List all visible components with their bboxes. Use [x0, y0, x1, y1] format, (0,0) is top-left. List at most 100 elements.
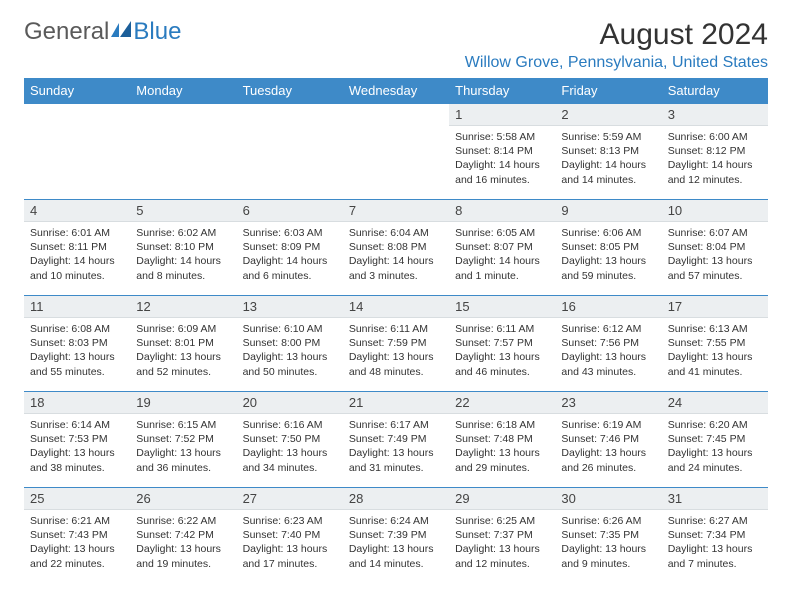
- day-details: Sunrise: 6:07 AMSunset: 8:04 PMDaylight:…: [662, 222, 768, 287]
- day-number: 8: [449, 200, 555, 222]
- calendar-cell: 12Sunrise: 6:09 AMSunset: 8:01 PMDayligh…: [130, 296, 236, 392]
- calendar-cell: 31Sunrise: 6:27 AMSunset: 7:34 PMDayligh…: [662, 488, 768, 584]
- brand-part2: Blue: [133, 18, 181, 46]
- day-details: Sunrise: 6:03 AMSunset: 8:09 PMDaylight:…: [237, 222, 343, 287]
- calendar-week: 1Sunrise: 5:58 AMSunset: 8:14 PMDaylight…: [24, 104, 768, 200]
- day-number: 21: [343, 392, 449, 414]
- calendar-cell: [130, 104, 236, 200]
- day-header: Saturday: [662, 78, 768, 104]
- calendar-cell: 9Sunrise: 6:06 AMSunset: 8:05 PMDaylight…: [555, 200, 661, 296]
- calendar-cell: 5Sunrise: 6:02 AMSunset: 8:10 PMDaylight…: [130, 200, 236, 296]
- day-number: 10: [662, 200, 768, 222]
- calendar-week: 18Sunrise: 6:14 AMSunset: 7:53 PMDayligh…: [24, 392, 768, 488]
- day-details: Sunrise: 6:10 AMSunset: 8:00 PMDaylight:…: [237, 318, 343, 383]
- day-number: 27: [237, 488, 343, 510]
- calendar-cell: 6Sunrise: 6:03 AMSunset: 8:09 PMDaylight…: [237, 200, 343, 296]
- day-details: Sunrise: 6:17 AMSunset: 7:49 PMDaylight:…: [343, 414, 449, 479]
- day-number: 17: [662, 296, 768, 318]
- day-details: Sunrise: 6:21 AMSunset: 7:43 PMDaylight:…: [24, 510, 130, 575]
- day-details: Sunrise: 6:27 AMSunset: 7:34 PMDaylight:…: [662, 510, 768, 575]
- calendar-cell: 7Sunrise: 6:04 AMSunset: 8:08 PMDaylight…: [343, 200, 449, 296]
- day-details: Sunrise: 6:01 AMSunset: 8:11 PMDaylight:…: [24, 222, 130, 287]
- calendar-cell: 11Sunrise: 6:08 AMSunset: 8:03 PMDayligh…: [24, 296, 130, 392]
- calendar-cell: 4Sunrise: 6:01 AMSunset: 8:11 PMDaylight…: [24, 200, 130, 296]
- day-number: 18: [24, 392, 130, 414]
- day-number: 9: [555, 200, 661, 222]
- calendar-cell: 19Sunrise: 6:15 AMSunset: 7:52 PMDayligh…: [130, 392, 236, 488]
- day-details: Sunrise: 6:22 AMSunset: 7:42 PMDaylight:…: [130, 510, 236, 575]
- day-header: Wednesday: [343, 78, 449, 104]
- calendar-cell: 25Sunrise: 6:21 AMSunset: 7:43 PMDayligh…: [24, 488, 130, 584]
- day-details: Sunrise: 6:06 AMSunset: 8:05 PMDaylight:…: [555, 222, 661, 287]
- month-title: August 2024: [465, 18, 768, 52]
- header: General Blue August 2024 Willow Grove, P…: [24, 18, 768, 72]
- calendar-cell: 8Sunrise: 6:05 AMSunset: 8:07 PMDaylight…: [449, 200, 555, 296]
- day-number: 7: [343, 200, 449, 222]
- calendar-cell: [24, 104, 130, 200]
- day-number: 24: [662, 392, 768, 414]
- day-number: 13: [237, 296, 343, 318]
- day-details: Sunrise: 6:11 AMSunset: 7:57 PMDaylight:…: [449, 318, 555, 383]
- calendar-cell: 10Sunrise: 6:07 AMSunset: 8:04 PMDayligh…: [662, 200, 768, 296]
- day-details: Sunrise: 6:00 AMSunset: 8:12 PMDaylight:…: [662, 126, 768, 191]
- day-details: Sunrise: 6:23 AMSunset: 7:40 PMDaylight:…: [237, 510, 343, 575]
- calendar-cell: 16Sunrise: 6:12 AMSunset: 7:56 PMDayligh…: [555, 296, 661, 392]
- day-header: Thursday: [449, 78, 555, 104]
- day-header: Monday: [130, 78, 236, 104]
- day-details: Sunrise: 6:05 AMSunset: 8:07 PMDaylight:…: [449, 222, 555, 287]
- day-number: 1: [449, 104, 555, 126]
- calendar-cell: 21Sunrise: 6:17 AMSunset: 7:49 PMDayligh…: [343, 392, 449, 488]
- calendar-cell: 13Sunrise: 6:10 AMSunset: 8:00 PMDayligh…: [237, 296, 343, 392]
- calendar-week: 4Sunrise: 6:01 AMSunset: 8:11 PMDaylight…: [24, 200, 768, 296]
- day-details: Sunrise: 6:24 AMSunset: 7:39 PMDaylight:…: [343, 510, 449, 575]
- calendar-cell: 26Sunrise: 6:22 AMSunset: 7:42 PMDayligh…: [130, 488, 236, 584]
- calendar-week: 11Sunrise: 6:08 AMSunset: 8:03 PMDayligh…: [24, 296, 768, 392]
- day-number: 30: [555, 488, 661, 510]
- day-details: Sunrise: 5:59 AMSunset: 8:13 PMDaylight:…: [555, 126, 661, 191]
- day-number: 6: [237, 200, 343, 222]
- day-number: 11: [24, 296, 130, 318]
- day-details: Sunrise: 6:12 AMSunset: 7:56 PMDaylight:…: [555, 318, 661, 383]
- day-details: Sunrise: 6:18 AMSunset: 7:48 PMDaylight:…: [449, 414, 555, 479]
- day-number: 23: [555, 392, 661, 414]
- day-details: Sunrise: 6:26 AMSunset: 7:35 PMDaylight:…: [555, 510, 661, 575]
- day-number: 25: [24, 488, 130, 510]
- calendar-cell: 15Sunrise: 6:11 AMSunset: 7:57 PMDayligh…: [449, 296, 555, 392]
- day-number: 22: [449, 392, 555, 414]
- calendar-cell: 29Sunrise: 6:25 AMSunset: 7:37 PMDayligh…: [449, 488, 555, 584]
- day-number: 16: [555, 296, 661, 318]
- calendar-cell: 3Sunrise: 6:00 AMSunset: 8:12 PMDaylight…: [662, 104, 768, 200]
- calendar-body: 1Sunrise: 5:58 AMSunset: 8:14 PMDaylight…: [24, 104, 768, 584]
- calendar-cell: 1Sunrise: 5:58 AMSunset: 8:14 PMDaylight…: [449, 104, 555, 200]
- day-details: Sunrise: 6:11 AMSunset: 7:59 PMDaylight:…: [343, 318, 449, 383]
- day-details: Sunrise: 6:14 AMSunset: 7:53 PMDaylight:…: [24, 414, 130, 479]
- day-details: Sunrise: 6:15 AMSunset: 7:52 PMDaylight:…: [130, 414, 236, 479]
- calendar-head: SundayMondayTuesdayWednesdayThursdayFrid…: [24, 78, 768, 104]
- day-details: Sunrise: 6:25 AMSunset: 7:37 PMDaylight:…: [449, 510, 555, 575]
- location: Willow Grove, Pennsylvania, United State…: [465, 54, 768, 72]
- calendar-cell: 2Sunrise: 5:59 AMSunset: 8:13 PMDaylight…: [555, 104, 661, 200]
- day-details: Sunrise: 6:19 AMSunset: 7:46 PMDaylight:…: [555, 414, 661, 479]
- day-number: 12: [130, 296, 236, 318]
- day-details: Sunrise: 6:02 AMSunset: 8:10 PMDaylight:…: [130, 222, 236, 287]
- day-number: 26: [130, 488, 236, 510]
- calendar-cell: 18Sunrise: 6:14 AMSunset: 7:53 PMDayligh…: [24, 392, 130, 488]
- calendar-cell: 27Sunrise: 6:23 AMSunset: 7:40 PMDayligh…: [237, 488, 343, 584]
- calendar-week: 25Sunrise: 6:21 AMSunset: 7:43 PMDayligh…: [24, 488, 768, 584]
- calendar-cell: 20Sunrise: 6:16 AMSunset: 7:50 PMDayligh…: [237, 392, 343, 488]
- day-number: 4: [24, 200, 130, 222]
- calendar-table: SundayMondayTuesdayWednesdayThursdayFrid…: [24, 78, 768, 584]
- day-header: Sunday: [24, 78, 130, 104]
- day-number: 31: [662, 488, 768, 510]
- day-number: 14: [343, 296, 449, 318]
- calendar-cell: 30Sunrise: 6:26 AMSunset: 7:35 PMDayligh…: [555, 488, 661, 584]
- day-details: Sunrise: 6:13 AMSunset: 7:55 PMDaylight:…: [662, 318, 768, 383]
- brand-logo-icon: [111, 18, 133, 46]
- day-details: Sunrise: 6:20 AMSunset: 7:45 PMDaylight:…: [662, 414, 768, 479]
- brand-logo: General Blue: [24, 18, 181, 46]
- day-number: 20: [237, 392, 343, 414]
- day-number: 19: [130, 392, 236, 414]
- day-number: 3: [662, 104, 768, 126]
- brand-part1: General: [24, 18, 109, 46]
- day-details: Sunrise: 6:08 AMSunset: 8:03 PMDaylight:…: [24, 318, 130, 383]
